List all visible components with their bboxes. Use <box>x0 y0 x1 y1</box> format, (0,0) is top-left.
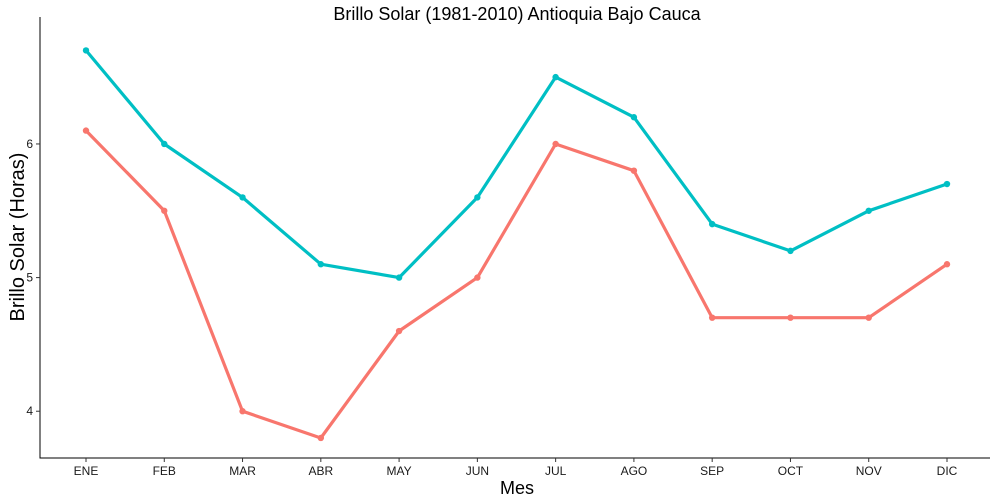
x-tick-label: ENE <box>74 464 99 478</box>
data-point <box>708 314 716 321</box>
axes <box>39 17 990 459</box>
x-axis: ENE FEB MAR ABR MAY JUN JUL AGO SEP OCT NOV DIC <box>74 458 958 478</box>
axis-frame <box>39 17 990 459</box>
y-axis: 4 5 6 <box>26 137 40 418</box>
x-tick-label: OCT <box>778 464 804 478</box>
x-tick-label: AGO <box>621 464 648 478</box>
x-tick-label: ABR <box>308 464 333 478</box>
x-tick-label: NOV <box>856 464 882 478</box>
x-tick-label: FEB <box>153 464 176 478</box>
series-line <box>84 48 949 280</box>
data-point <box>239 194 246 201</box>
y-axis-title: Brillo Solar (Horas) <box>7 153 29 322</box>
data-point <box>82 47 90 54</box>
series-1 <box>82 47 951 281</box>
x-tick-label: MAR <box>229 464 256 478</box>
y-tick-label: 5 <box>26 271 33 285</box>
data-point <box>708 220 716 228</box>
data-point <box>395 327 403 335</box>
data-point <box>317 261 325 268</box>
data-point <box>239 408 246 415</box>
data-point <box>552 140 559 148</box>
series-2 <box>82 127 951 442</box>
data-point <box>474 194 481 201</box>
data-point <box>317 434 325 442</box>
x-axis-title: Mes <box>500 478 534 498</box>
x-tick-label: MAY <box>387 464 412 478</box>
series-group <box>82 47 951 442</box>
data-point <box>161 207 168 214</box>
data-point <box>552 73 559 81</box>
data-point <box>943 180 951 188</box>
data-point <box>865 314 872 321</box>
x-tick-label: DIC <box>937 464 958 478</box>
y-tick-label: 6 <box>26 137 33 151</box>
series-line <box>84 129 949 440</box>
y-tick-label: 4 <box>26 404 33 418</box>
data-point <box>395 274 403 281</box>
data-point <box>630 167 638 174</box>
x-tick-label: SEP <box>700 464 724 478</box>
data-point <box>630 114 638 121</box>
data-point <box>161 140 168 148</box>
data-point <box>474 274 481 281</box>
chart-title: Brillo Solar (1981-2010) Antioquia Bajo … <box>333 4 701 24</box>
data-point <box>787 247 794 255</box>
data-point <box>865 207 872 214</box>
data-point <box>787 314 794 321</box>
x-tick-label: JUL <box>545 464 567 478</box>
x-tick-label: JUN <box>466 464 489 478</box>
data-point <box>82 127 90 134</box>
data-point <box>943 261 951 268</box>
